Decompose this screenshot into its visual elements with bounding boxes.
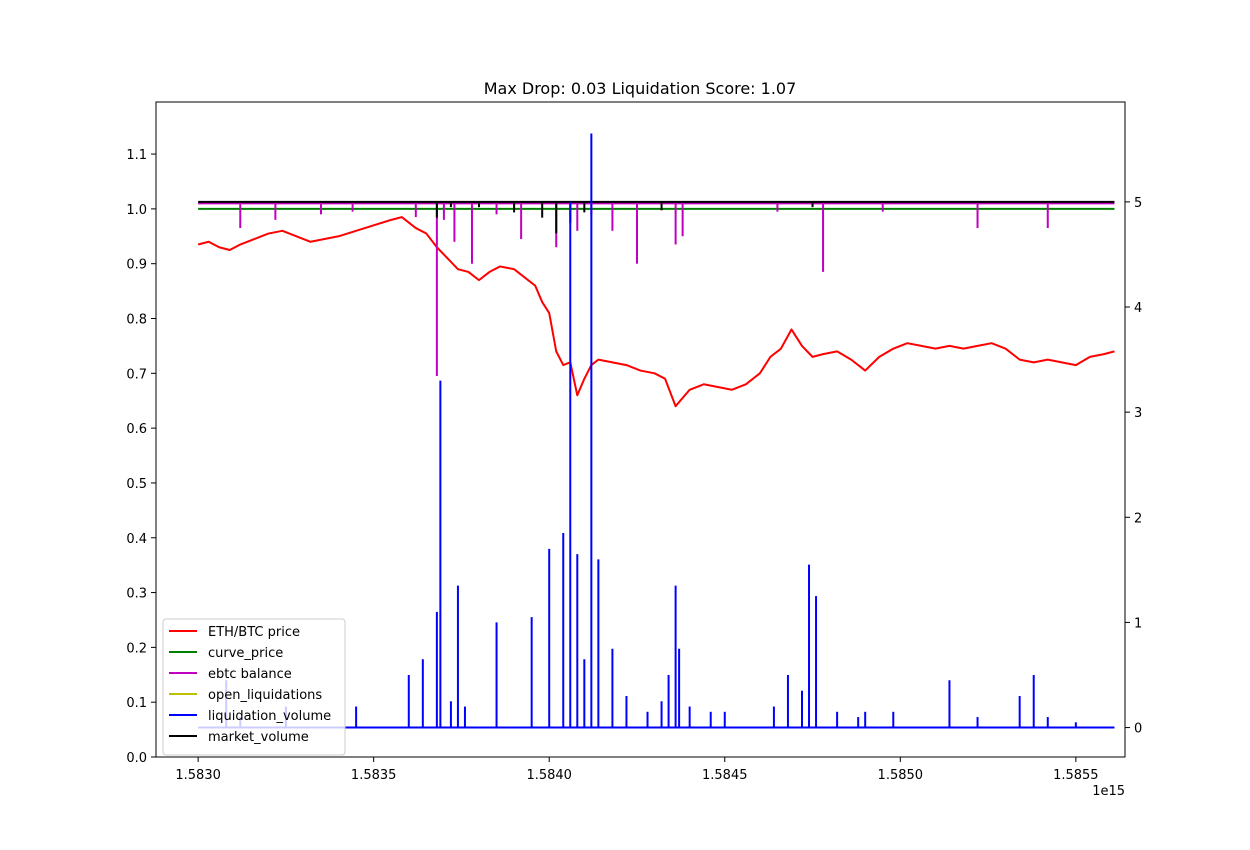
y-left-tick-label: 0.7	[126, 367, 147, 382]
y-left-tick-label: 0.6	[126, 422, 147, 437]
legend-entry-liquidation-volume: liquidation_volume	[169, 709, 331, 724]
y-left-tick-label: 0.0	[126, 751, 147, 766]
axes-frame	[155, 101, 1126, 758]
x-tick-label: 1.5840	[526, 768, 572, 783]
series-line-eth-btc-price	[197, 216, 1115, 408]
series-liquidation-volume	[198, 133, 1115, 729]
y-right-tick-label: 3	[1134, 406, 1142, 421]
chart-title: Max Drop: 0.03 Liquidation Score: 1.07	[484, 79, 797, 98]
y-left-tick-label: 0.4	[126, 532, 147, 547]
axes: 1.5830 1.5835 1.5840 1.5845 1.5850 1.58551e15…	[126, 101, 1142, 799]
legend-entry-ebtc-balance: ebtc balance	[169, 667, 292, 682]
legend-box	[162, 618, 346, 756]
y-right-tick-label: 2	[1134, 511, 1142, 526]
legend-entry-curve-price: curve_price	[169, 646, 283, 661]
plot-area	[197, 133, 1115, 729]
y-left-tick-label: 0.3	[126, 587, 147, 602]
y-left-tick-label: 1.1	[126, 148, 147, 163]
legend-label: market_volume	[208, 730, 309, 745]
legend-entry-eth-btc-price: ETH/BTC price	[169, 625, 300, 640]
x-tick-label: 1.5835	[351, 768, 397, 783]
legend-entry-market-volume: market_volume	[169, 730, 309, 745]
x-tick-label: 1.5830	[175, 768, 221, 783]
legend-label: ebtc balance	[208, 667, 292, 682]
y-right-tick-label: 5	[1134, 196, 1142, 211]
y-left-tick-label: 0.2	[126, 641, 147, 656]
x-tick-label: 1.5855	[1053, 768, 1099, 783]
x-offset-label: 1e15	[1092, 784, 1125, 799]
series-eth-btc-price	[197, 216, 1115, 408]
x-tick-label: 1.5850	[878, 768, 924, 783]
y-left-tick-label: 0.5	[126, 477, 147, 492]
y-left-tick-label: 0.8	[126, 313, 147, 328]
legend-label: liquidation_volume	[208, 709, 331, 724]
y-left-tick-label: 0.1	[126, 696, 147, 711]
y-left-tick-label: 0.9	[126, 258, 147, 273]
x-tick-label: 1.5845	[702, 768, 748, 783]
y-right-tick-label: 0	[1134, 722, 1142, 737]
y-right-tick-label: 1	[1134, 616, 1142, 631]
legend-label: ETH/BTC price	[208, 625, 300, 640]
y-left-tick-label: 1.0	[126, 203, 147, 218]
legend-label: curve_price	[208, 646, 283, 661]
y-right-tick-label: 4	[1134, 301, 1142, 316]
legend-label: open_liquidations	[208, 688, 322, 703]
legend-entry-open-liquidations: open_liquidations	[169, 688, 322, 703]
